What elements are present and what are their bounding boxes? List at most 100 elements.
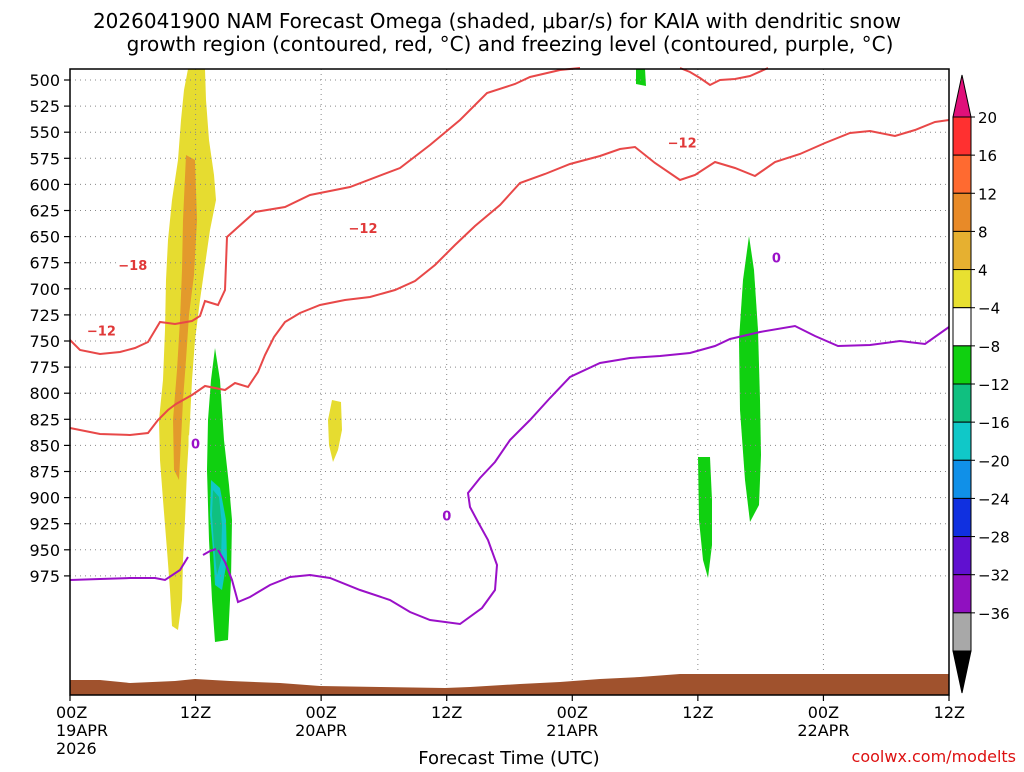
- contour-minus18: [69, 67, 581, 356]
- y-tick-label: 850: [29, 436, 60, 455]
- x-tick-label-top: 12Z: [934, 703, 965, 722]
- colorbar-label: 8: [978, 223, 988, 241]
- colorbar-segment: [952, 421, 972, 461]
- terrain-ground: [70, 674, 949, 695]
- contour-label-bg: [348, 220, 378, 237]
- x-tick-label-mid: 19APR: [56, 721, 108, 740]
- x-tick-label-top: 00Z: [305, 703, 336, 722]
- contour-zero-west-link: [202, 548, 217, 556]
- contour-zero-main: [217, 324, 950, 626]
- y-tick-label: 875: [29, 463, 60, 482]
- contour-minus12-upper: [69, 119, 950, 437]
- contour-label: −18: [118, 259, 147, 274]
- y-tick-label: 750: [29, 332, 60, 351]
- chart-title-line1: 2026041900 NAM Forecast Omega (shaded, μ…: [93, 9, 901, 33]
- colorbar-segment: [952, 154, 972, 194]
- colorbar-label: −36: [978, 605, 1010, 623]
- contour-label-bg: [769, 249, 784, 266]
- contour-labels: −18 −12 −12 −12 0 0 0: [86, 134, 784, 524]
- colorbar-segment: [952, 459, 972, 499]
- omega-positive-region-main: [159, 69, 216, 630]
- y-tick-label: 825: [29, 410, 60, 429]
- x-tick-label-top: 00Z: [557, 703, 588, 722]
- x-tick-label-top: 12Z: [180, 703, 211, 722]
- contour-label: 0: [191, 437, 200, 452]
- y-tick-label: 975: [29, 567, 60, 586]
- contour-label: 0: [442, 509, 451, 524]
- y-tick-label: 725: [29, 306, 60, 325]
- y-tick-label: 525: [29, 97, 60, 116]
- omega-negative-region-top: [636, 69, 646, 86]
- colorbar-label: −12: [978, 376, 1010, 394]
- omega-negative-region-mid: [698, 457, 712, 578]
- y-tick-label: 600: [29, 175, 60, 194]
- contour-label: −12: [668, 137, 697, 152]
- y-tick-label: 950: [29, 541, 60, 560]
- colorbar-segment: [952, 383, 972, 423]
- pressure-axis: 500 525 550 575 600 625 650 675 700 725 750 775 800 8…: [29, 71, 70, 586]
- y-tick-label: 900: [29, 489, 60, 508]
- contour-zero-west: [69, 556, 189, 582]
- colorbar-segment: [952, 536, 972, 576]
- colorbar-label: −4: [978, 300, 1000, 318]
- contour-label-bg: [667, 134, 698, 151]
- x-tick-label-mid: 22APR: [797, 721, 849, 740]
- colorbar-segment: [952, 230, 972, 271]
- y-tick-label: 550: [29, 123, 60, 142]
- colorbar-segment: [952, 192, 972, 232]
- colorbar-label: −20: [978, 452, 1010, 470]
- x-axis-label: Forecast Time (UTC): [418, 748, 599, 768]
- contour-label-bg: [86, 322, 117, 339]
- freezing-level-contours: [69, 324, 950, 626]
- colorbar-segment: [952, 269, 972, 309]
- colorbar-label: −16: [978, 414, 1010, 432]
- x-tick-label-mid: 21APR: [546, 721, 598, 740]
- colorbar-segment: [952, 307, 972, 347]
- contour-label-bg: [439, 507, 454, 524]
- y-tick-label: 775: [29, 358, 60, 377]
- y-tick-label: 925: [29, 515, 60, 534]
- x-tick-label-bottom: 2026: [56, 739, 97, 758]
- colorbar-label: 16: [978, 147, 997, 165]
- colorbar-segment: [952, 574, 972, 614]
- colorbar-label: 20: [978, 109, 997, 127]
- colorbar-label: −28: [978, 529, 1010, 547]
- y-tick-label: 700: [29, 280, 60, 299]
- x-tick-label-top: 12Z: [431, 703, 462, 722]
- contour-label: −12: [87, 325, 116, 340]
- colorbar-segment: [952, 116, 972, 156]
- colorbar-label: −32: [978, 567, 1010, 585]
- chart-title-line2: growth region (contoured, red, °C) and f…: [127, 32, 894, 56]
- dendritic-contours: [69, 67, 950, 437]
- omega-negative-region-east: [739, 236, 761, 522]
- colorbar-segment: [952, 612, 972, 652]
- y-tick-label: 625: [29, 202, 60, 221]
- colorbar-segment: [952, 345, 972, 385]
- colorbar-label: 12: [978, 185, 997, 203]
- colorbar-top-arrow: [952, 74, 972, 118]
- y-tick-label: 500: [29, 71, 60, 90]
- credit-link[interactable]: coolwx.com/modelts: [852, 747, 1016, 766]
- contour-label-bg: [117, 256, 148, 273]
- x-tick-label-top: 00Z: [56, 703, 87, 722]
- colorbar-label: −8: [978, 338, 1000, 356]
- contour-label: −12: [349, 222, 378, 237]
- colorbar-label: 4: [978, 262, 988, 280]
- contour-label: 0: [772, 251, 781, 266]
- colorbar-segment: [952, 497, 972, 538]
- contour-label-bg: [188, 435, 203, 452]
- y-tick-label: 575: [29, 149, 60, 168]
- colorbar-label: −24: [978, 490, 1010, 508]
- contour-minus12-top-east: [679, 67, 769, 87]
- y-tick-label: 650: [29, 228, 60, 247]
- x-tick-label-mid: 20APR: [295, 721, 347, 740]
- omega-colorbar: 20 16 12 8 4 −4 −8 −12 −16 −20 −24 −28 −32 −36: [952, 74, 1010, 694]
- plot-frame: [69, 68, 950, 696]
- omega-positive-region-small: [328, 400, 342, 462]
- x-tick-label-top: 00Z: [808, 703, 839, 722]
- y-tick-label: 800: [29, 384, 60, 403]
- x-tick-label-top: 12Z: [682, 703, 713, 722]
- y-tick-label: 675: [29, 254, 60, 273]
